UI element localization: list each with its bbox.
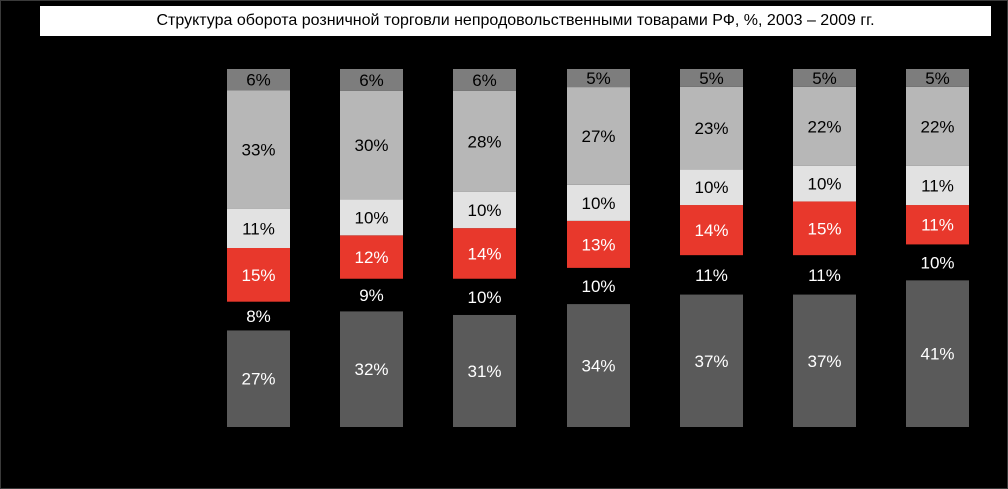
- bar-segment-6-4: [906, 86, 969, 166]
- data-label-4-3: 10%: [694, 178, 728, 197]
- data-label-4-2: 14%: [694, 221, 728, 240]
- bar-segment-0-5: [227, 69, 290, 91]
- bar-segment-2-2: [453, 228, 516, 279]
- bar-segment-4-2: [680, 205, 743, 256]
- data-label-2-3: 10%: [467, 201, 501, 220]
- bar-segment-6-5: [906, 69, 969, 87]
- data-label-0-3: 11%: [242, 219, 275, 238]
- bar-segment-2-5: [453, 69, 516, 91]
- bar-segment-0-4: [227, 90, 290, 209]
- data-label-6-5: 5%: [925, 69, 950, 88]
- bar-segment-5-3: [793, 165, 856, 202]
- data-label-1-0: 32%: [354, 360, 388, 379]
- bar-segment-1-1: [340, 278, 403, 312]
- bar-segment-1-5: [340, 69, 403, 91]
- bar-segment-5-4: [793, 86, 856, 166]
- bar-segment-3-4: [567, 87, 630, 185]
- chart-title: Структура оборота розничной торговли неп…: [156, 12, 875, 29]
- data-label-5-4: 22%: [807, 117, 841, 136]
- data-label-2-4: 28%: [467, 132, 501, 151]
- data-label-6-2: 11%: [921, 216, 954, 235]
- data-label-5-2: 15%: [807, 219, 841, 238]
- bar-segment-5-5: [793, 69, 856, 87]
- data-label-6-0: 41%: [920, 345, 954, 364]
- bar-segment-3-5: [567, 69, 630, 88]
- data-label-1-1: 9%: [359, 286, 384, 305]
- data-label-6-1: 10%: [920, 253, 954, 272]
- chart-title-box: Структура оборота розничной торговли неп…: [40, 6, 991, 36]
- bar-segment-1-2: [340, 235, 403, 279]
- data-label-1-5: 6%: [359, 71, 384, 90]
- bar-segment-1-4: [340, 90, 403, 200]
- data-label-0-0: 27%: [241, 370, 275, 389]
- bar-segment-4-4: [680, 86, 743, 170]
- data-label-3-2: 13%: [581, 235, 615, 254]
- data-label-4-1: 11%: [695, 266, 728, 285]
- data-label-2-5: 6%: [472, 71, 497, 90]
- bar-segment-0-3: [227, 208, 290, 248]
- data-label-4-0: 37%: [694, 352, 728, 371]
- data-label-4-5: 5%: [699, 69, 724, 88]
- bar-segment-4-1: [680, 255, 743, 295]
- data-label-0-4: 33%: [241, 141, 275, 160]
- bar-segment-5-2: [793, 201, 856, 256]
- bar-segment-5-1: [793, 255, 856, 295]
- bar-segment-0-1: [227, 301, 290, 331]
- data-label-1-2: 12%: [354, 248, 388, 267]
- bar-segment-6-1: [906, 244, 969, 281]
- data-label-2-0: 31%: [467, 362, 501, 381]
- bar-segment-0-2: [227, 248, 290, 302]
- data-label-2-1: 10%: [467, 288, 501, 307]
- bar-segment-0-0: [227, 330, 290, 427]
- bar-segment-4-3: [680, 169, 743, 206]
- bar-segment-2-4: [453, 90, 516, 192]
- bar-segment-3-3: [567, 184, 630, 221]
- data-label-2-2: 14%: [467, 244, 501, 263]
- data-label-5-3: 10%: [807, 175, 841, 194]
- data-label-3-0: 34%: [581, 357, 615, 376]
- data-label-3-1: 10%: [581, 277, 615, 296]
- data-label-5-0: 37%: [807, 352, 841, 371]
- bar-segment-3-1: [567, 267, 630, 305]
- bar-segment-6-2: [906, 205, 969, 245]
- data-label-1-3: 10%: [354, 208, 388, 227]
- bar-segment-6-3: [906, 165, 969, 206]
- data-label-5-5: 5%: [812, 69, 837, 88]
- data-label-0-5: 6%: [246, 71, 271, 90]
- data-label-3-4: 27%: [581, 127, 615, 146]
- data-label-3-5: 5%: [586, 69, 611, 88]
- data-label-0-1: 8%: [246, 307, 271, 326]
- data-label-1-4: 30%: [354, 136, 388, 155]
- data-label-6-4: 22%: [920, 117, 954, 136]
- data-label-5-1: 11%: [808, 266, 841, 285]
- bar-segment-2-1: [453, 278, 516, 315]
- bar-segment-2-3: [453, 191, 516, 229]
- bar-segment-3-2: [567, 220, 630, 268]
- bar-segment-6-0: [906, 280, 969, 427]
- data-label-0-2: 15%: [241, 266, 275, 285]
- bar-segment-1-3: [340, 199, 403, 236]
- bar-segment-5-0: [793, 294, 856, 427]
- data-label-3-3: 10%: [581, 194, 615, 213]
- bar-segment-4-5: [680, 69, 743, 87]
- bar-segment-1-0: [340, 311, 403, 427]
- bar-segment-2-0: [453, 314, 516, 427]
- data-label-4-4: 23%: [694, 119, 728, 138]
- bar-segment-4-0: [680, 294, 743, 427]
- data-label-6-3: 11%: [921, 176, 954, 195]
- bar-segment-3-0: [567, 304, 630, 427]
